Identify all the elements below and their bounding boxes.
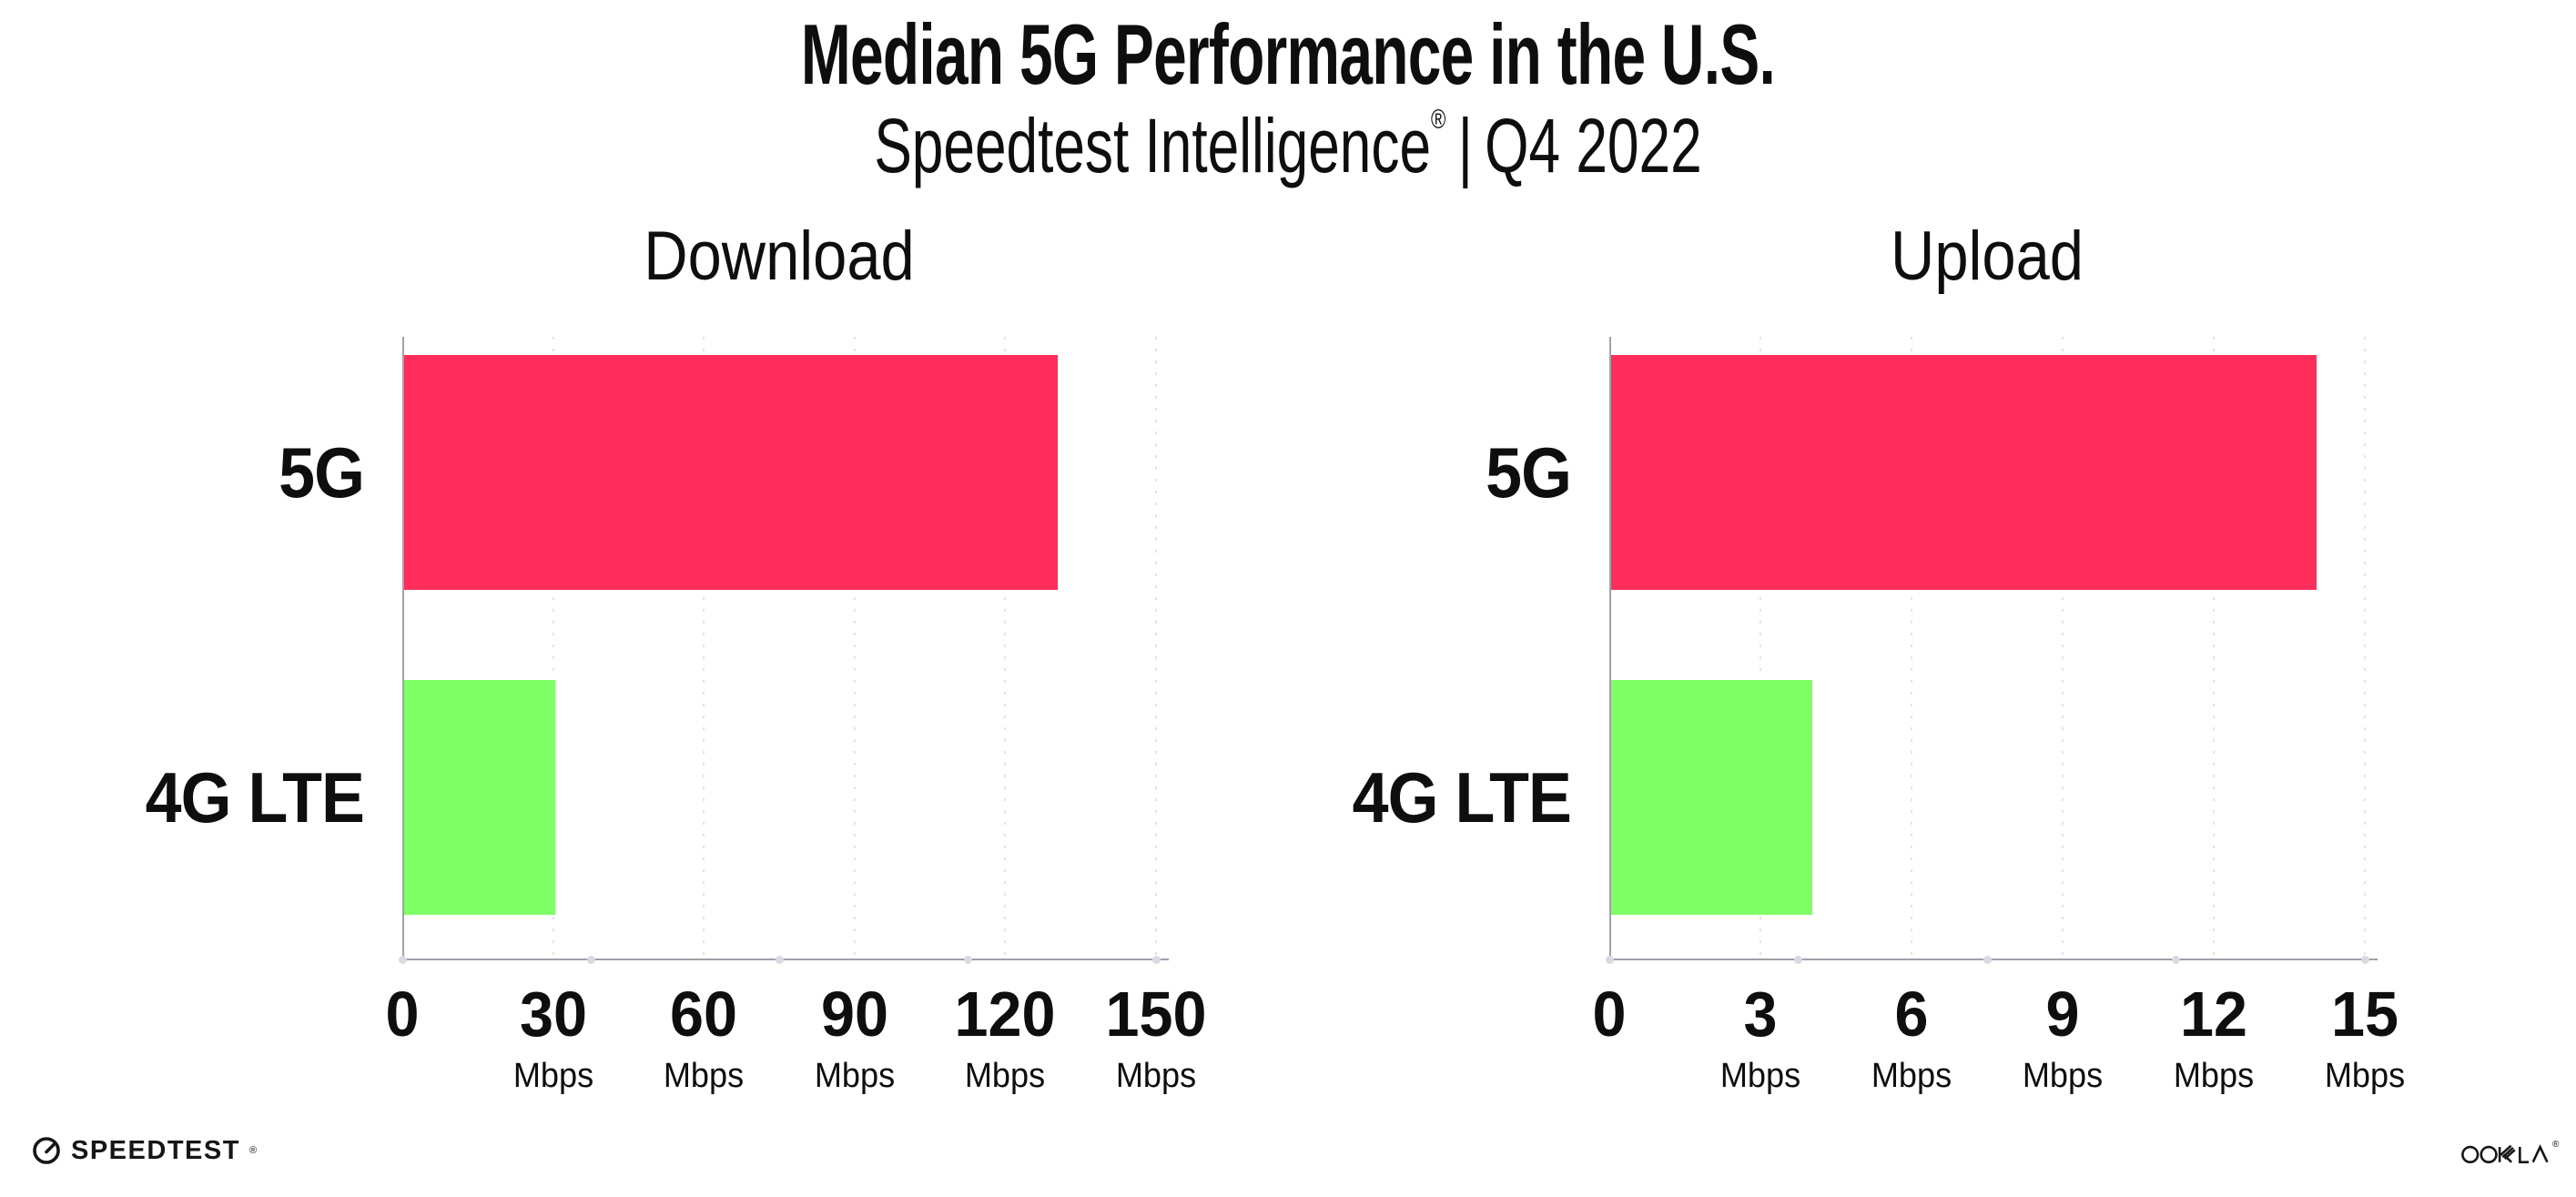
x-tick-unit: Mbps: [1871, 1057, 1952, 1095]
x-tick-unit: Mbps: [965, 1057, 1046, 1095]
y-axis-line: [402, 337, 404, 960]
x-tick-label: 9: [2045, 979, 2080, 1050]
speedtest-gauge-icon: [31, 1135, 62, 1166]
x-tick-unit: Mbps: [1115, 1057, 1197, 1095]
x-tick-label: 12: [2180, 979, 2247, 1050]
x-tick-unit: Mbps: [512, 1057, 593, 1095]
ookla-wordmark-icon: [2461, 1140, 2552, 1167]
gridline-60: [703, 337, 705, 959]
upload-chart-title: Upload: [1891, 218, 2084, 295]
ookla-logo: ®: [2461, 1140, 2559, 1167]
category-label-5g: 5G: [1486, 432, 1572, 512]
subtitle-separator: |: [1457, 103, 1473, 188]
gridline-30: [552, 337, 554, 959]
speedtest-wordmark: SPEEDTEST: [71, 1136, 240, 1165]
bar-5g: [1611, 355, 2317, 590]
category-label-4g-lte: 4G LTE: [1352, 757, 1572, 837]
x-tick-label: 60: [670, 979, 738, 1050]
page-subtitle: Speedtest Intelligence® | Q4 2022: [335, 102, 2241, 189]
x-tick-unit: Mbps: [1719, 1057, 1801, 1095]
gridline-90: [853, 337, 856, 959]
x-tick-label: 15: [2331, 979, 2399, 1050]
axis-tick-dot: [1151, 955, 1161, 964]
x-tick-label: 0: [385, 979, 420, 1050]
axis-tick-dot: [963, 955, 972, 964]
axis-tick-dot: [2360, 955, 2369, 964]
category-label-5g: 5G: [279, 432, 365, 512]
x-tick-label: 120: [954, 979, 1056, 1050]
x-tick-label: 30: [519, 979, 587, 1050]
axis-tick-dot: [775, 955, 784, 964]
x-tick-label: 0: [1592, 979, 1627, 1050]
gridline-15: [2364, 337, 2366, 959]
x-tick-label: 150: [1105, 979, 1207, 1050]
subtitle-brand: Speedtest Intelligence: [874, 103, 1432, 188]
bar-4g-lte: [404, 680, 555, 915]
bar-5g: [404, 355, 1058, 590]
axis-tick-dot: [398, 955, 407, 964]
axis-tick-dot: [1794, 955, 1802, 964]
category-label-4g-lte: 4G LTE: [145, 757, 365, 837]
x-tick-unit: Mbps: [2324, 1057, 2406, 1095]
gridline-150: [1155, 337, 1157, 959]
gridline-12: [2213, 337, 2215, 959]
speedtest-logo: SPEEDTEST ®: [31, 1135, 257, 1166]
axis-tick-dot: [1983, 955, 1992, 964]
axis-tick-dot: [1605, 955, 1614, 964]
x-tick-unit: Mbps: [2173, 1057, 2255, 1095]
ookla-registered-mark: ®: [2552, 1140, 2560, 1150]
page-title: Median 5G Performance in the U.S.: [800, 6, 1776, 102]
x-axis-line: [1609, 959, 2378, 960]
y-axis-line: [1609, 337, 1611, 960]
upload-plot-area: 0 3 Mbps 6 Mbps 9 Mbps 12 Mbps 15 Mbps 5G 4G LTE: [1353, 337, 2405, 1095]
x-tick-unit: Mbps: [2022, 1057, 2104, 1095]
gridline-120: [1004, 337, 1007, 959]
bar-4g-lte: [1611, 680, 1813, 915]
speedtest-registered-mark: ®: [248, 1145, 258, 1156]
registered-trademark-icon: ®: [1431, 105, 1446, 135]
gridline-9: [2062, 337, 2064, 959]
gridline-6: [1911, 337, 1912, 959]
x-tick-label: 6: [1894, 979, 1929, 1050]
axis-tick-dot: [2172, 955, 2180, 964]
x-tick-label: 90: [820, 979, 888, 1050]
x-tick-unit: Mbps: [814, 1057, 895, 1095]
x-axis-line: [402, 959, 1169, 960]
gridline-3: [1760, 337, 1761, 959]
x-tick-label: 3: [1743, 979, 1778, 1050]
download-chart-title: Download: [644, 218, 915, 295]
download-plot-area: 0 30 Mbps 60 Mbps 90 Mbps 120 Mbps 150 Mbps 5G 4G LT…: [146, 337, 1206, 1095]
axis-tick-dot: [586, 955, 595, 964]
subtitle-period: Q4 2022: [1485, 103, 1702, 188]
x-tick-unit: Mbps: [664, 1057, 745, 1095]
